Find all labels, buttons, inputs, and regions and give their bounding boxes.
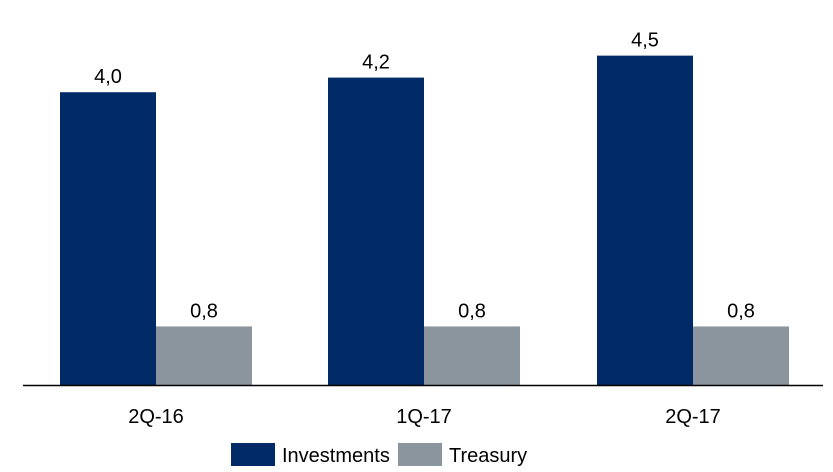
data-label-investments: 4,5 — [631, 30, 659, 52]
x-tick-label: 2Q-17 — [665, 406, 721, 428]
bar-treasury — [156, 326, 252, 385]
data-label-treasury: 0,8 — [727, 300, 755, 322]
bar-investments — [597, 55, 693, 385]
bar-investments — [328, 77, 424, 386]
legend-swatch-treasury — [398, 443, 442, 466]
data-label-treasury: 0,8 — [458, 300, 486, 322]
bar-treasury — [424, 326, 520, 385]
bar-treasury — [693, 326, 789, 385]
x-tick-label: 2Q-16 — [128, 406, 184, 428]
legend-label-treasury: Treasury — [449, 445, 527, 467]
data-label-investments: 4,2 — [362, 52, 390, 74]
bar-investments — [60, 92, 156, 385]
legend-swatch-investments — [231, 443, 275, 466]
legend-label-investments: Investments — [282, 445, 390, 467]
data-label-treasury: 0,8 — [190, 300, 218, 322]
x-tick-label: 1Q-17 — [396, 406, 452, 428]
data-label-investments: 4,0 — [94, 66, 122, 88]
